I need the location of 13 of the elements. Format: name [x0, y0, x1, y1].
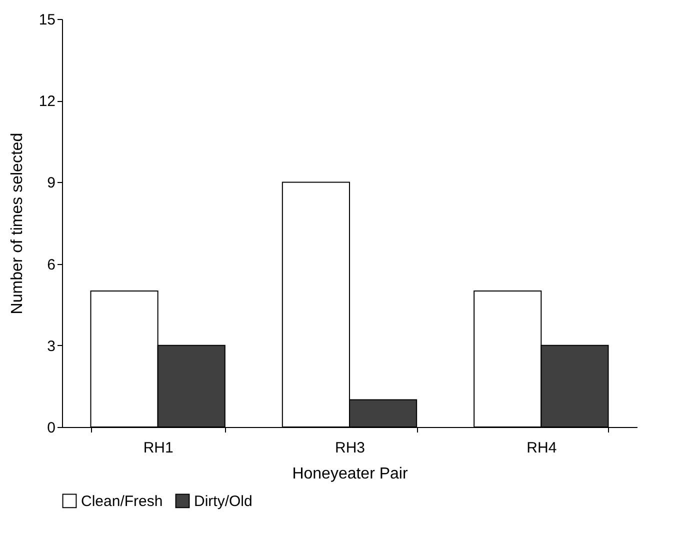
legend-label: Dirty/Old	[194, 492, 252, 510]
x-axis-title: Honeyeater Pair	[292, 466, 408, 482]
y-tick-label: 0	[47, 420, 56, 436]
y-tick-label: 3	[47, 338, 56, 355]
y-tick-label: 9	[47, 174, 56, 192]
y-axis-title: Number of times selected	[8, 132, 26, 314]
y-tick-label: 6	[47, 256, 56, 274]
x-tick-label: RH3	[334, 440, 366, 456]
x-tick-label: RH1	[143, 440, 174, 456]
legend-label: Clean/Fresh	[81, 492, 163, 510]
y-tick-label: 12	[38, 93, 56, 110]
x-tick-label: RH4	[526, 440, 557, 456]
y-tick-label: 15	[38, 12, 56, 28]
